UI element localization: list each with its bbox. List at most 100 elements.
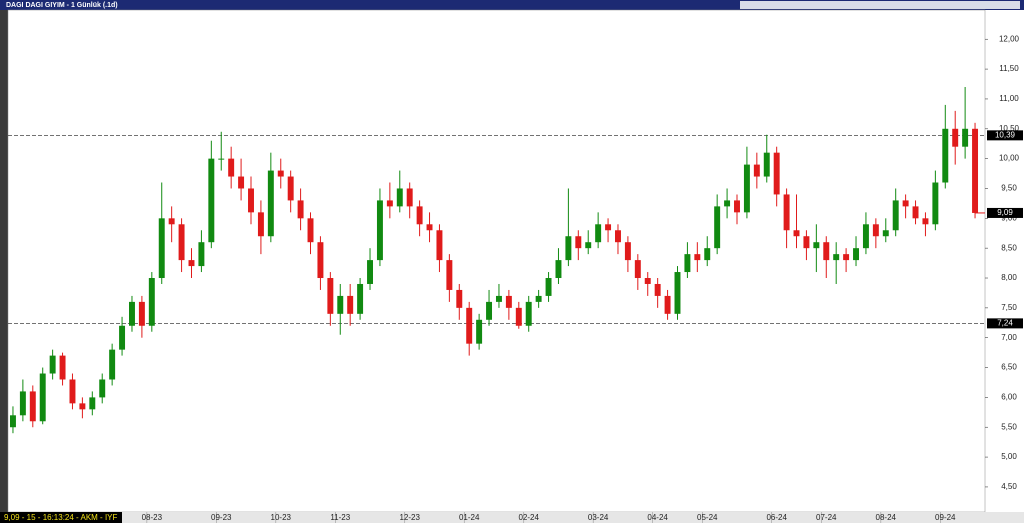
candle-body [555, 260, 562, 279]
candle-body [426, 224, 433, 231]
candle-body [267, 170, 274, 237]
candle-body [595, 224, 602, 243]
candle-body [129, 301, 135, 326]
candle-body [674, 272, 681, 314]
candle-body [257, 212, 264, 237]
candle-body [466, 307, 473, 344]
x-tick-label: 08-24 [876, 513, 897, 522]
x-tick-label: 04-24 [647, 513, 668, 522]
candle-body [317, 242, 324, 279]
candle-body [783, 194, 790, 231]
candle-body [79, 403, 86, 410]
candle-body [624, 242, 631, 261]
candle-body [952, 128, 959, 147]
x-axis-bar [0, 512, 1024, 523]
candle-body [297, 200, 304, 219]
y-tick-label: 10,50 [999, 124, 1020, 133]
candle-body [654, 283, 661, 296]
candle-body [178, 224, 185, 261]
y-tick-label: 6,50 [1001, 363, 1017, 372]
candle-body [833, 254, 840, 261]
candle-body [277, 170, 284, 177]
price-label: 7,24 [997, 318, 1013, 327]
y-tick-label: 7,00 [1001, 333, 1017, 342]
candle-body [753, 164, 760, 177]
candle-body [287, 176, 294, 201]
candle-body [486, 301, 493, 320]
candle-body [773, 152, 780, 195]
candle-body [416, 206, 423, 225]
x-tick-label: 12-23 [399, 513, 420, 522]
price-label: 10,39 [995, 130, 1016, 139]
candle-body [337, 295, 344, 314]
x-tick-label: 06-24 [766, 513, 787, 522]
x-tick-label: 01-24 [459, 513, 480, 522]
candle-body [347, 295, 354, 314]
status-text: 9,09 - 15 - 16:13:24 - AKM - IYF [4, 513, 118, 522]
y-tick-label: 8,00 [1001, 273, 1017, 282]
candle-body [843, 254, 850, 261]
candle-body [148, 278, 155, 326]
candle-body [119, 325, 126, 350]
candle-body [912, 206, 919, 219]
x-tick-label: 05-24 [697, 513, 718, 522]
candle-body [565, 236, 572, 261]
candle-body [456, 289, 463, 308]
candle-body [188, 260, 195, 267]
candle-body [238, 176, 245, 189]
candle-body [793, 230, 800, 237]
candle-body [9, 415, 16, 428]
x-tick-label: 11-23 [330, 513, 350, 522]
candle-body [585, 242, 592, 249]
candle-body [307, 218, 314, 243]
status-box [0, 512, 122, 523]
y-tick-label: 10,00 [999, 154, 1020, 163]
y-tick-label: 11,00 [999, 94, 1019, 103]
y-tick-label: 5,00 [1001, 452, 1017, 461]
candle-body [138, 301, 145, 326]
y-tick-label: 12,00 [999, 34, 1020, 43]
candle-body [813, 242, 820, 249]
candle-body [109, 349, 116, 380]
candle-body [357, 283, 364, 314]
candle-body [505, 295, 512, 308]
candle-body [367, 260, 373, 284]
x-tick-label: 10-23 [271, 513, 292, 522]
x-tick-label: 09-24 [935, 513, 956, 522]
candle-body [376, 200, 383, 261]
candle-body [49, 355, 56, 374]
x-tick-label: 08-23 [142, 513, 163, 522]
toolbar[interactable] [740, 1, 1020, 9]
y-tick-label: 6,00 [1001, 393, 1017, 402]
candle-body [19, 391, 26, 416]
price-tag [987, 130, 1023, 141]
candle-body [476, 319, 483, 344]
x-tick-label: 02-24 [518, 513, 539, 522]
candle-body [396, 188, 403, 207]
plot-area [7, 9, 986, 513]
candle-body [972, 128, 979, 213]
chart-title: DAGI DAGI GIYIM - 1 Günlük (.1d) [6, 2, 118, 9]
candle-body [644, 278, 651, 284]
candle-body [29, 391, 36, 422]
candle-body [902, 200, 909, 207]
candle-body [228, 158, 235, 177]
candle-body [198, 242, 205, 267]
candle-body [714, 206, 721, 249]
candle-body [327, 278, 334, 314]
candle-body [535, 295, 542, 302]
y-tick-label: 11,50 [999, 64, 1019, 73]
candle-body [545, 278, 552, 296]
left-toolbar[interactable] [0, 10, 8, 512]
candle-body [853, 248, 859, 261]
candle-body [962, 128, 969, 147]
candle-body [406, 188, 413, 207]
candle-body [436, 230, 443, 261]
title-bar [0, 0, 1024, 10]
candle-body [763, 152, 770, 177]
candle-body [704, 248, 711, 261]
candle-body [575, 236, 582, 249]
candle-body [724, 200, 731, 207]
candle-body [218, 158, 225, 160]
